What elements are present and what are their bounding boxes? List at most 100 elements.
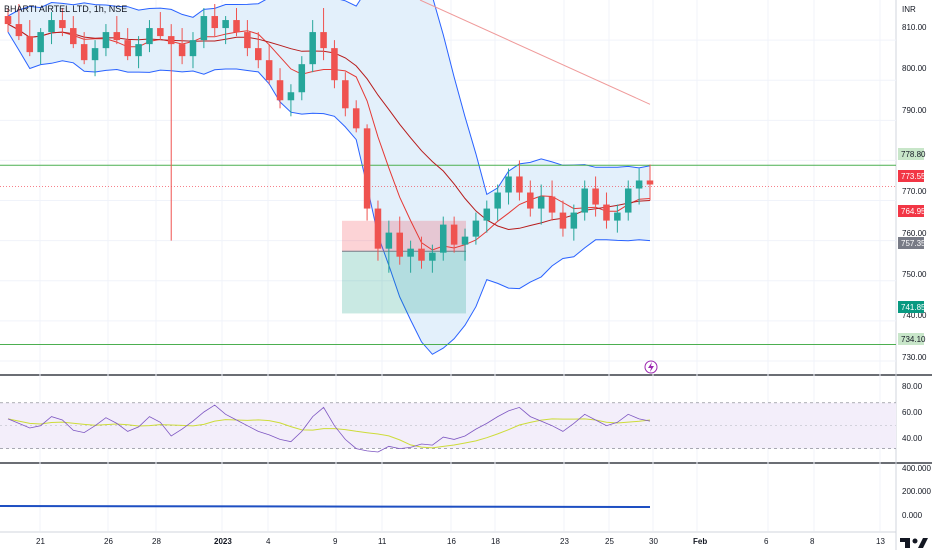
candle-body <box>244 32 251 49</box>
time-label: 23 <box>560 537 569 546</box>
candle-body <box>255 48 262 61</box>
target-badge: 741.85 <box>898 301 926 313</box>
candle-body <box>135 44 142 57</box>
bollinger-lower <box>7 31 651 355</box>
volume-line <box>0 505 651 508</box>
time-label: 13 <box>876 537 885 546</box>
candle-body <box>331 48 338 81</box>
time-label: 16 <box>447 537 456 546</box>
candle-body <box>352 108 360 129</box>
candle-body <box>124 40 131 57</box>
entry-badge: 757.35 <box>898 237 926 249</box>
support-badge: 734.10 <box>898 333 926 345</box>
candle-body <box>200 16 208 41</box>
rsi-indicator <box>0 402 896 453</box>
price-axis[interactable]: 810.00 800.00 790.00 770.00 760.00 750.0… <box>902 23 927 362</box>
candle-body <box>222 20 229 29</box>
candle-body <box>548 196 556 213</box>
bollinger-upper <box>7 0 651 196</box>
time-label: 18 <box>491 537 500 546</box>
candle-body <box>363 128 371 209</box>
candle-body <box>15 24 23 37</box>
candle-body <box>157 28 164 37</box>
candle-body <box>483 208 491 221</box>
rsi-tick: 80.00 <box>902 382 923 391</box>
candle-body <box>472 220 480 237</box>
svg-text:757.35: 757.35 <box>901 239 926 248</box>
candle-body <box>396 232 403 257</box>
candle-body <box>461 236 469 245</box>
volume-indicator <box>0 505 651 508</box>
svg-text:764.95: 764.95 <box>901 207 926 216</box>
candle-body <box>385 232 393 249</box>
candle-body <box>59 20 66 29</box>
candle-body <box>4 16 12 25</box>
candle-body <box>603 204 610 221</box>
tradingview-logo <box>900 538 928 548</box>
candle-body <box>570 212 578 229</box>
candle-body <box>450 224 458 245</box>
candle-body <box>646 180 654 185</box>
candle-body <box>287 92 295 101</box>
currency-label: INR <box>902 5 916 14</box>
short-position-tool[interactable] <box>342 220 466 314</box>
rsi-ma-line <box>7 418 651 449</box>
bollinger-fill <box>8 0 650 355</box>
time-label: 8 <box>810 537 815 546</box>
candle-body <box>614 212 621 221</box>
price-tick: 800.00 <box>902 64 927 73</box>
stop-badge: 764.95 <box>898 205 926 217</box>
candle-body <box>516 176 523 193</box>
candle-body <box>559 212 567 229</box>
horizontal-lines[interactable] <box>0 164 896 346</box>
candle-body <box>276 80 284 101</box>
candle-body <box>309 32 316 65</box>
ma-fast <box>7 23 651 251</box>
candle-body <box>37 32 44 53</box>
candle-body <box>70 28 77 45</box>
price-tick: 810.00 <box>902 23 927 32</box>
time-label: 21 <box>36 537 45 546</box>
candle-body <box>374 208 382 249</box>
candle-body <box>624 188 632 213</box>
price-tick: 740.00 <box>902 311 927 320</box>
candle-body <box>581 188 588 213</box>
time-label: 25 <box>605 537 614 546</box>
time-label: 11 <box>378 537 387 546</box>
candle-body <box>80 44 88 61</box>
candle-body <box>265 60 273 81</box>
svg-text:778.80: 778.80 <box>901 150 926 159</box>
lightning-icon[interactable] <box>644 360 658 374</box>
time-label: 4 <box>266 537 271 546</box>
candle-body <box>505 176 512 193</box>
time-label: 9 <box>333 537 338 546</box>
candle-body <box>320 32 327 49</box>
rsi-line <box>7 404 651 453</box>
candle-body <box>537 196 545 209</box>
bollinger-bands <box>7 0 651 355</box>
ma-long <box>419 0 651 105</box>
resistance-badge: 778.80 <box>898 148 926 160</box>
time-axis[interactable]: 21 26 28 2023 4 9 11 16 18 23 25 30 Feb … <box>36 537 885 546</box>
price-tick: 730.00 <box>902 353 927 362</box>
candle-body <box>178 44 186 57</box>
svg-text:734.10: 734.10 <box>901 335 926 344</box>
volume-pane[interactable] <box>0 465 896 531</box>
candle-body <box>91 48 99 61</box>
symbol-title: BHARTI AIRTEL LTD, 1h, NSE <box>4 4 127 14</box>
candle-body <box>592 188 599 205</box>
svg-text:773.55: 773.55 <box>901 172 926 181</box>
time-label: 28 <box>152 537 161 546</box>
candlesticks <box>4 4 654 273</box>
candle-body <box>233 20 240 33</box>
time-label: Feb <box>693 537 707 546</box>
candle-body <box>189 40 197 57</box>
candle-body <box>298 64 306 93</box>
volume-tick: 0.000 <box>902 511 923 520</box>
volume-tick: 200.000 <box>902 487 931 496</box>
volume-tick: 400.000 <box>902 464 931 473</box>
candle-body <box>342 80 349 109</box>
price-tick: 770.00 <box>902 187 927 196</box>
candle-body <box>146 28 153 45</box>
